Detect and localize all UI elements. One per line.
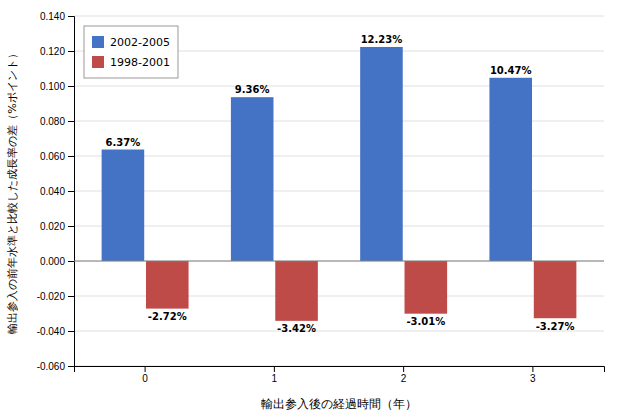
grid-line [74, 331, 604, 332]
y-tick-mark [68, 191, 74, 192]
grid-line [74, 261, 604, 262]
y-tick-label: 0.100 [40, 81, 65, 92]
zero-line [74, 261, 604, 262]
legend-label: 1998-2001 [110, 56, 170, 69]
x-tick: 1 [272, 366, 278, 384]
y-tick: 0.100 [40, 81, 74, 92]
y-tick-mark [68, 86, 74, 87]
bars [102, 47, 577, 321]
legend-label: 2002-2005 [110, 36, 170, 49]
data-label: -2.72% [148, 311, 187, 322]
bar [275, 261, 318, 321]
y-tick-mark [68, 156, 74, 157]
chart: -0.060 -0.040 -0.020 0.000 0.020 0.040 0.060 0.… [0, 0, 620, 420]
y-tick-label: -0.060 [37, 361, 66, 372]
y-tick-mark [68, 16, 74, 17]
bar [534, 261, 577, 318]
data-label: 9.36% [235, 84, 270, 95]
bar [360, 47, 403, 261]
y-tick: 0.000 [40, 256, 74, 267]
y-tick-label: -0.040 [37, 326, 66, 337]
grid-line [74, 16, 604, 17]
y-tick-label: 0.000 [40, 256, 65, 267]
y-tick-label: 0.080 [40, 116, 65, 127]
y-tick-label: 0.020 [40, 221, 65, 232]
y-tick-label: 0.140 [40, 11, 65, 22]
x-tick-mark [274, 366, 275, 372]
x-tick: 0 [142, 366, 148, 384]
y-tick: -0.020 [37, 291, 74, 302]
axis-line [68, 17, 75, 367]
y-axis-title: 輸出参入の前年水準と比較した成長率の差（%ポイント） [6, 48, 19, 333]
y-axis: -0.060 -0.040 -0.020 0.000 0.020 0.040 0.060 0.… [37, 11, 75, 372]
data-label: -3.27% [536, 321, 575, 332]
axis-line [75, 367, 605, 373]
y-tick-mark [68, 121, 74, 122]
bar [405, 261, 448, 314]
data-label: 12.23% [361, 34, 403, 45]
data-labels: 6.37% 9.36% 12.23% 10.47% -2.72% -3.42% -3.01%… [106, 34, 575, 334]
y-tick-mark [68, 296, 74, 297]
x-tick-mark [145, 366, 146, 372]
bar [102, 150, 145, 261]
y-tick: -0.040 [37, 326, 74, 337]
data-label: 10.47% [490, 65, 532, 76]
x-tick-label: 3 [530, 373, 536, 384]
y-tick: 0.020 [40, 221, 74, 232]
x-tick-mark [403, 366, 404, 372]
legend-frame [84, 26, 178, 78]
data-label: 6.37% [106, 137, 141, 148]
x-tick-label: 2 [401, 373, 407, 384]
y-tick-mark [68, 261, 74, 262]
y-tick-label: 0.040 [40, 186, 65, 197]
y-tick-mark [68, 226, 74, 227]
plot: -0.060 -0.040 -0.020 0.000 0.020 0.040 0.060 0.… [37, 11, 605, 384]
y-tick-label: -0.020 [37, 291, 66, 302]
y-tick: 0.080 [40, 116, 74, 127]
data-label: -3.42% [277, 323, 316, 334]
x-tick-mark [532, 366, 533, 372]
x-tick: 2 [401, 366, 407, 384]
data-label: -3.01% [406, 316, 445, 327]
y-tick: 0.120 [40, 46, 74, 57]
y-tick-mark [68, 51, 74, 52]
y-tick-label: 0.060 [40, 151, 65, 162]
legend-item: 2002-2005 [92, 36, 170, 49]
legend-swatch [92, 56, 104, 68]
y-tick: 0.140 [40, 11, 74, 22]
y-tick-mark [68, 331, 74, 332]
x-tick: 3 [530, 366, 536, 384]
x-axis-title: 輸出参入後の経過時間（年） [261, 397, 417, 411]
grid [74, 16, 604, 366]
y-tick: 0.040 [40, 186, 74, 197]
legend: 2002-2005 1998-2001 [84, 26, 178, 78]
x-tick-label: 0 [142, 373, 148, 384]
x-axis: 0 1 2 3 [75, 366, 605, 384]
bar [146, 261, 189, 309]
legend-swatch [92, 36, 104, 48]
y-tick: -0.060 [37, 361, 74, 372]
legend-item: 1998-2001 [92, 56, 170, 69]
bar [489, 78, 532, 261]
y-tick-label: 0.120 [40, 46, 65, 57]
y-tick: 0.060 [40, 151, 74, 162]
y-tick-mark [68, 366, 74, 367]
x-tick-label: 1 [272, 373, 278, 384]
bar [231, 97, 274, 261]
